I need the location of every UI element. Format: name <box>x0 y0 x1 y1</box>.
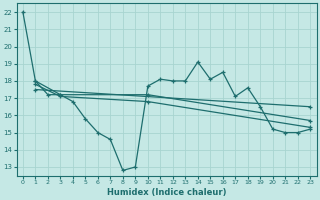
X-axis label: Humidex (Indice chaleur): Humidex (Indice chaleur) <box>107 188 226 197</box>
